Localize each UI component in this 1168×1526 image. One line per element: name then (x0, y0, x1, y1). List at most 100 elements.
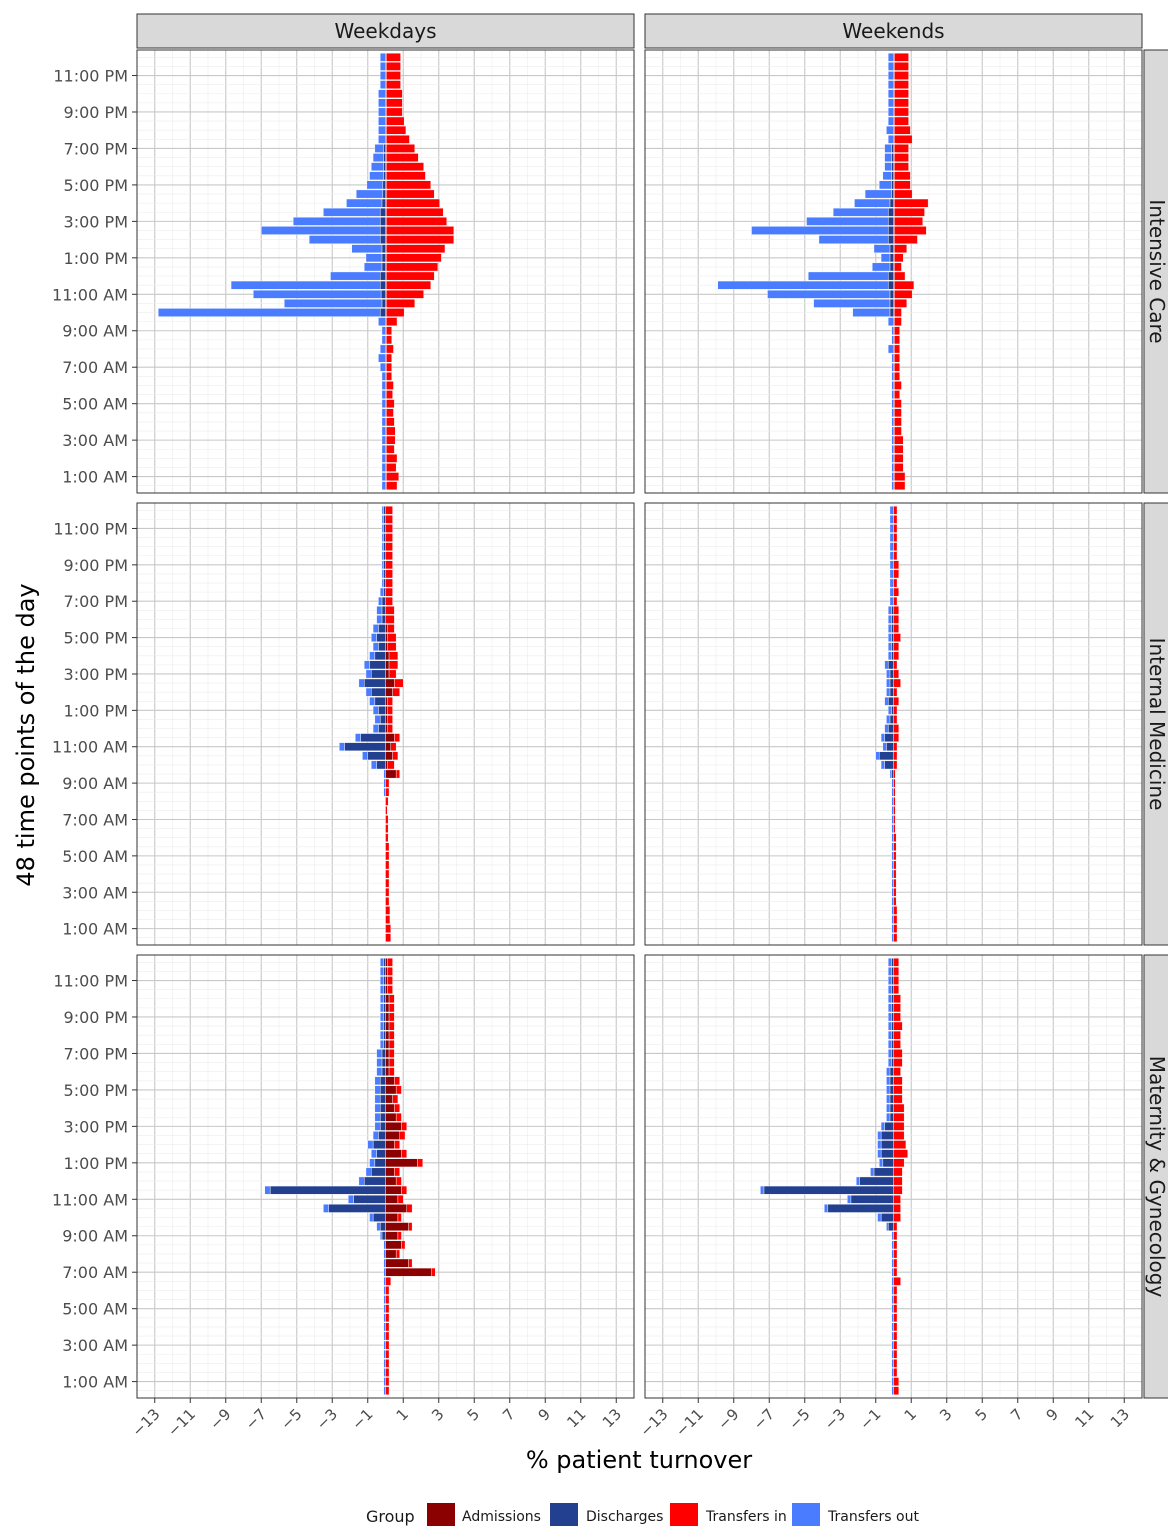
bar-transfers-in (386, 153, 419, 162)
bar-transfers-in (386, 390, 393, 399)
legend-title: Group (366, 1507, 415, 1526)
bar-discharges (383, 1021, 386, 1031)
bar-transfers-out (891, 417, 894, 427)
bar-transfers-out (889, 533, 894, 542)
bar-transfers-in (894, 353, 900, 363)
bar-transfers-in (394, 733, 400, 742)
bar-transfers-in (893, 1249, 898, 1259)
bar-discharges (383, 551, 386, 561)
y-tick-label: 9:00 PM (64, 1008, 128, 1027)
bar-transfers-out (383, 1386, 386, 1396)
bar-discharges (376, 760, 386, 770)
bar-transfers-out (383, 1322, 386, 1332)
bar-transfers-in (385, 1295, 390, 1304)
bar-transfers-in (893, 624, 900, 633)
facet-panel (644, 502, 1143, 946)
bar-transfers-in (893, 724, 900, 733)
bar-transfers-out (383, 1304, 386, 1313)
bar-transfers-out (230, 280, 381, 290)
bar-discharges (873, 1167, 894, 1177)
bar-discharges (889, 244, 894, 254)
bar-transfers-out (381, 578, 384, 588)
bar-transfers-out (887, 80, 894, 89)
bar-transfers-in (893, 660, 898, 670)
bar-transfers-out (378, 98, 386, 108)
bar-transfers-in (394, 1140, 400, 1149)
bar-transfers-in (395, 769, 400, 779)
bar-transfers-in (385, 860, 390, 870)
bar-transfers-in (386, 308, 405, 317)
bar-transfers-out (372, 1131, 379, 1140)
bar-transfers-in (385, 842, 390, 852)
bar-discharges (367, 751, 386, 761)
bar-discharges (383, 578, 386, 588)
bar-discharges (827, 1204, 894, 1213)
bar-transfers-in (893, 533, 898, 542)
bar-discharges (381, 253, 386, 263)
bar-admissions (385, 1040, 390, 1049)
bar-discharges (889, 253, 894, 263)
bar-transfers-in (893, 1295, 898, 1304)
bar-transfers-in (893, 1049, 903, 1058)
bar-discharges (886, 742, 894, 752)
bar-transfers-in (894, 80, 909, 89)
bar-discharges (884, 760, 894, 770)
y-tick-label: 7:00 AM (62, 810, 128, 829)
bar-transfers-in (385, 915, 391, 924)
bar-discharges (383, 162, 386, 171)
bar-transfers-in (893, 687, 898, 697)
bar-transfers-out (372, 706, 379, 715)
bar-admissions (385, 1030, 390, 1040)
bar-transfers-in (387, 985, 393, 994)
bar-transfers-out (379, 344, 386, 354)
bar-transfers-in (893, 1240, 898, 1250)
y-tick-label: 9:00 AM (62, 322, 128, 341)
bar-transfers-in (893, 1194, 901, 1204)
bar-transfers-out (371, 633, 377, 642)
bar-transfers-in (386, 226, 455, 235)
bar-discharges (379, 715, 386, 724)
bar-transfers-out (856, 1176, 860, 1186)
bar-discharges (887, 1222, 894, 1231)
facet-panel (644, 49, 1143, 494)
bar-transfers-out (381, 463, 386, 472)
bar-admissions (385, 624, 388, 633)
bar-transfers-out (877, 1149, 882, 1159)
bar-transfers-in (399, 1131, 406, 1140)
bar-transfers-out (365, 1167, 372, 1177)
bar-transfers-in (385, 851, 390, 861)
bar-transfers-in (894, 153, 909, 162)
bar-transfers-out (887, 633, 892, 642)
bar-discharges (379, 271, 386, 281)
y-tick-label: 11:00 AM (52, 738, 128, 757)
bar-transfers-out (854, 198, 891, 208)
bar-transfers-in (894, 171, 911, 181)
x-tick-label: 1 (901, 1405, 920, 1424)
bar-discharges (891, 1012, 894, 1022)
bar-transfers-out (381, 472, 386, 481)
x-tick-label: 7 (1007, 1405, 1026, 1424)
y-tick-label: 3:00 AM (62, 883, 128, 902)
bar-transfers-in (386, 271, 435, 281)
bar-transfers-in (893, 505, 898, 515)
bar-transfers-out (873, 244, 891, 254)
bar-transfers-out (261, 226, 381, 235)
bar-transfers-in (893, 578, 898, 588)
bar-transfers-in (893, 967, 900, 976)
x-tick-label: −5 (277, 1405, 305, 1433)
bar-transfers-in (894, 435, 904, 445)
bar-transfers-in (893, 957, 900, 967)
bar-discharges (889, 1112, 894, 1122)
bar-discharges (891, 1049, 894, 1058)
bar-transfers-out (891, 353, 894, 363)
bar-transfers-in (386, 217, 447, 226)
bar-transfers-out (887, 957, 892, 967)
bar-transfers-in (893, 696, 900, 706)
bar-transfers-out (264, 1185, 271, 1195)
bar-transfers-out (367, 1140, 374, 1149)
bar-transfers-in (893, 906, 898, 915)
bar-discharges (374, 696, 386, 706)
bar-transfers-out (374, 144, 384, 153)
x-tick-label: −9 (714, 1405, 742, 1433)
bar-transfers-out (884, 153, 892, 162)
